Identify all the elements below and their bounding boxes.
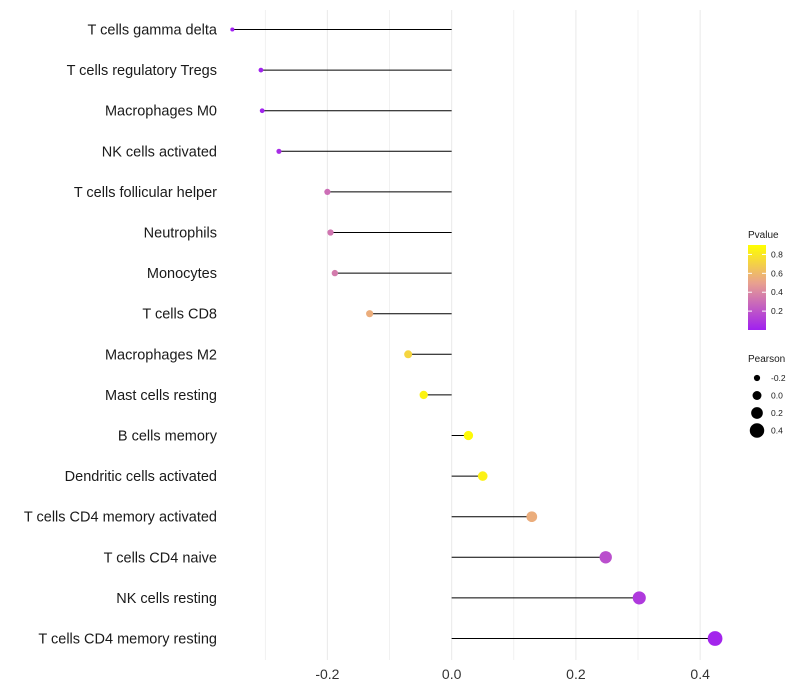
category-labels: T cells gamma delta T cells regulatory Tr… xyxy=(24,23,218,648)
lollipop-point xyxy=(259,108,265,114)
pearson-size-label: 0.2 xyxy=(771,408,783,418)
x-tick-label: 0.4 xyxy=(690,666,710,682)
pearson-size-dot xyxy=(749,423,765,438)
point-layer xyxy=(230,27,723,646)
pearson-size-label: 0.0 xyxy=(771,391,783,401)
lollipop-point xyxy=(324,188,331,195)
category-label: B cells memory xyxy=(118,429,218,445)
lollipop-point xyxy=(258,67,264,73)
x-tick-label: 0.2 xyxy=(566,666,586,682)
lollipop-point xyxy=(230,27,235,32)
pearson-legend-items: -0.2 0.0 0.2 0.4 xyxy=(749,373,786,438)
lollipop-point xyxy=(463,430,474,441)
category-label: Monocytes xyxy=(147,266,217,282)
lollipop-point xyxy=(331,269,339,277)
category-label: T cells CD4 memory resting xyxy=(38,632,217,648)
pearson-size-dot xyxy=(752,391,762,400)
lollipop-point xyxy=(632,591,646,605)
pearson-size-dot xyxy=(753,374,761,382)
category-label: NK cells resting xyxy=(116,591,217,607)
category-label: T cells CD4 naive xyxy=(104,550,217,566)
category-label: Macrophages M2 xyxy=(105,347,217,363)
lollipop-point xyxy=(419,390,428,400)
lollipop-point xyxy=(707,631,723,646)
category-label: Dendritic cells activated xyxy=(65,469,217,485)
category-label: Macrophages M0 xyxy=(105,104,217,120)
pearson-size-label: 0.4 xyxy=(771,426,783,436)
x-axis-ticks: -0.2 0.0 0.2 0.4 xyxy=(315,666,710,682)
pearson-size-label: -0.2 xyxy=(771,373,786,383)
pvalue-legend-title: Pvalue xyxy=(748,230,779,241)
lollipop-point xyxy=(477,471,488,481)
category-label: T cells regulatory Tregs xyxy=(67,63,217,79)
category-label: T cells CD8 xyxy=(142,307,217,323)
lollipop-point xyxy=(599,551,612,564)
category-label: Mast cells resting xyxy=(105,388,217,404)
stem-layer xyxy=(232,29,716,639)
lollipop-point xyxy=(526,511,538,523)
category-label: T cells CD4 memory activated xyxy=(24,510,217,526)
category-label: Neutrophils xyxy=(144,226,217,242)
category-label: T cells gamma delta xyxy=(88,23,218,39)
category-label: NK cells activated xyxy=(102,144,217,160)
pvalue-legend: Pvalue 0.2 0.4 0.6 0.8 xyxy=(748,230,783,330)
pvalue-tick-label: 0.2 xyxy=(771,306,783,316)
x-tick-label: 0.0 xyxy=(442,666,462,682)
pvalue-tick-label: 0.6 xyxy=(771,268,783,278)
pearson-legend: Pearson -0.2 0.0 0.2 0.4 xyxy=(748,354,786,438)
pvalue-colorbar xyxy=(748,245,766,330)
lollipop-point xyxy=(366,310,374,318)
category-label: T cells follicular helper xyxy=(74,185,217,201)
pvalue-tick-label: 0.8 xyxy=(771,249,783,259)
pearson-legend-title: Pearson xyxy=(748,354,785,365)
grid-layer xyxy=(264,10,701,660)
x-tick-label: -0.2 xyxy=(315,666,339,682)
lollipop-point xyxy=(276,148,282,154)
pvalue-tick-label: 0.4 xyxy=(771,287,783,297)
lollipop-point xyxy=(404,350,413,359)
pvalue-legend-ticks: 0.2 0.4 0.6 0.8 xyxy=(748,249,783,316)
lollipop-point xyxy=(327,229,334,236)
pearson-size-dot xyxy=(751,407,763,419)
